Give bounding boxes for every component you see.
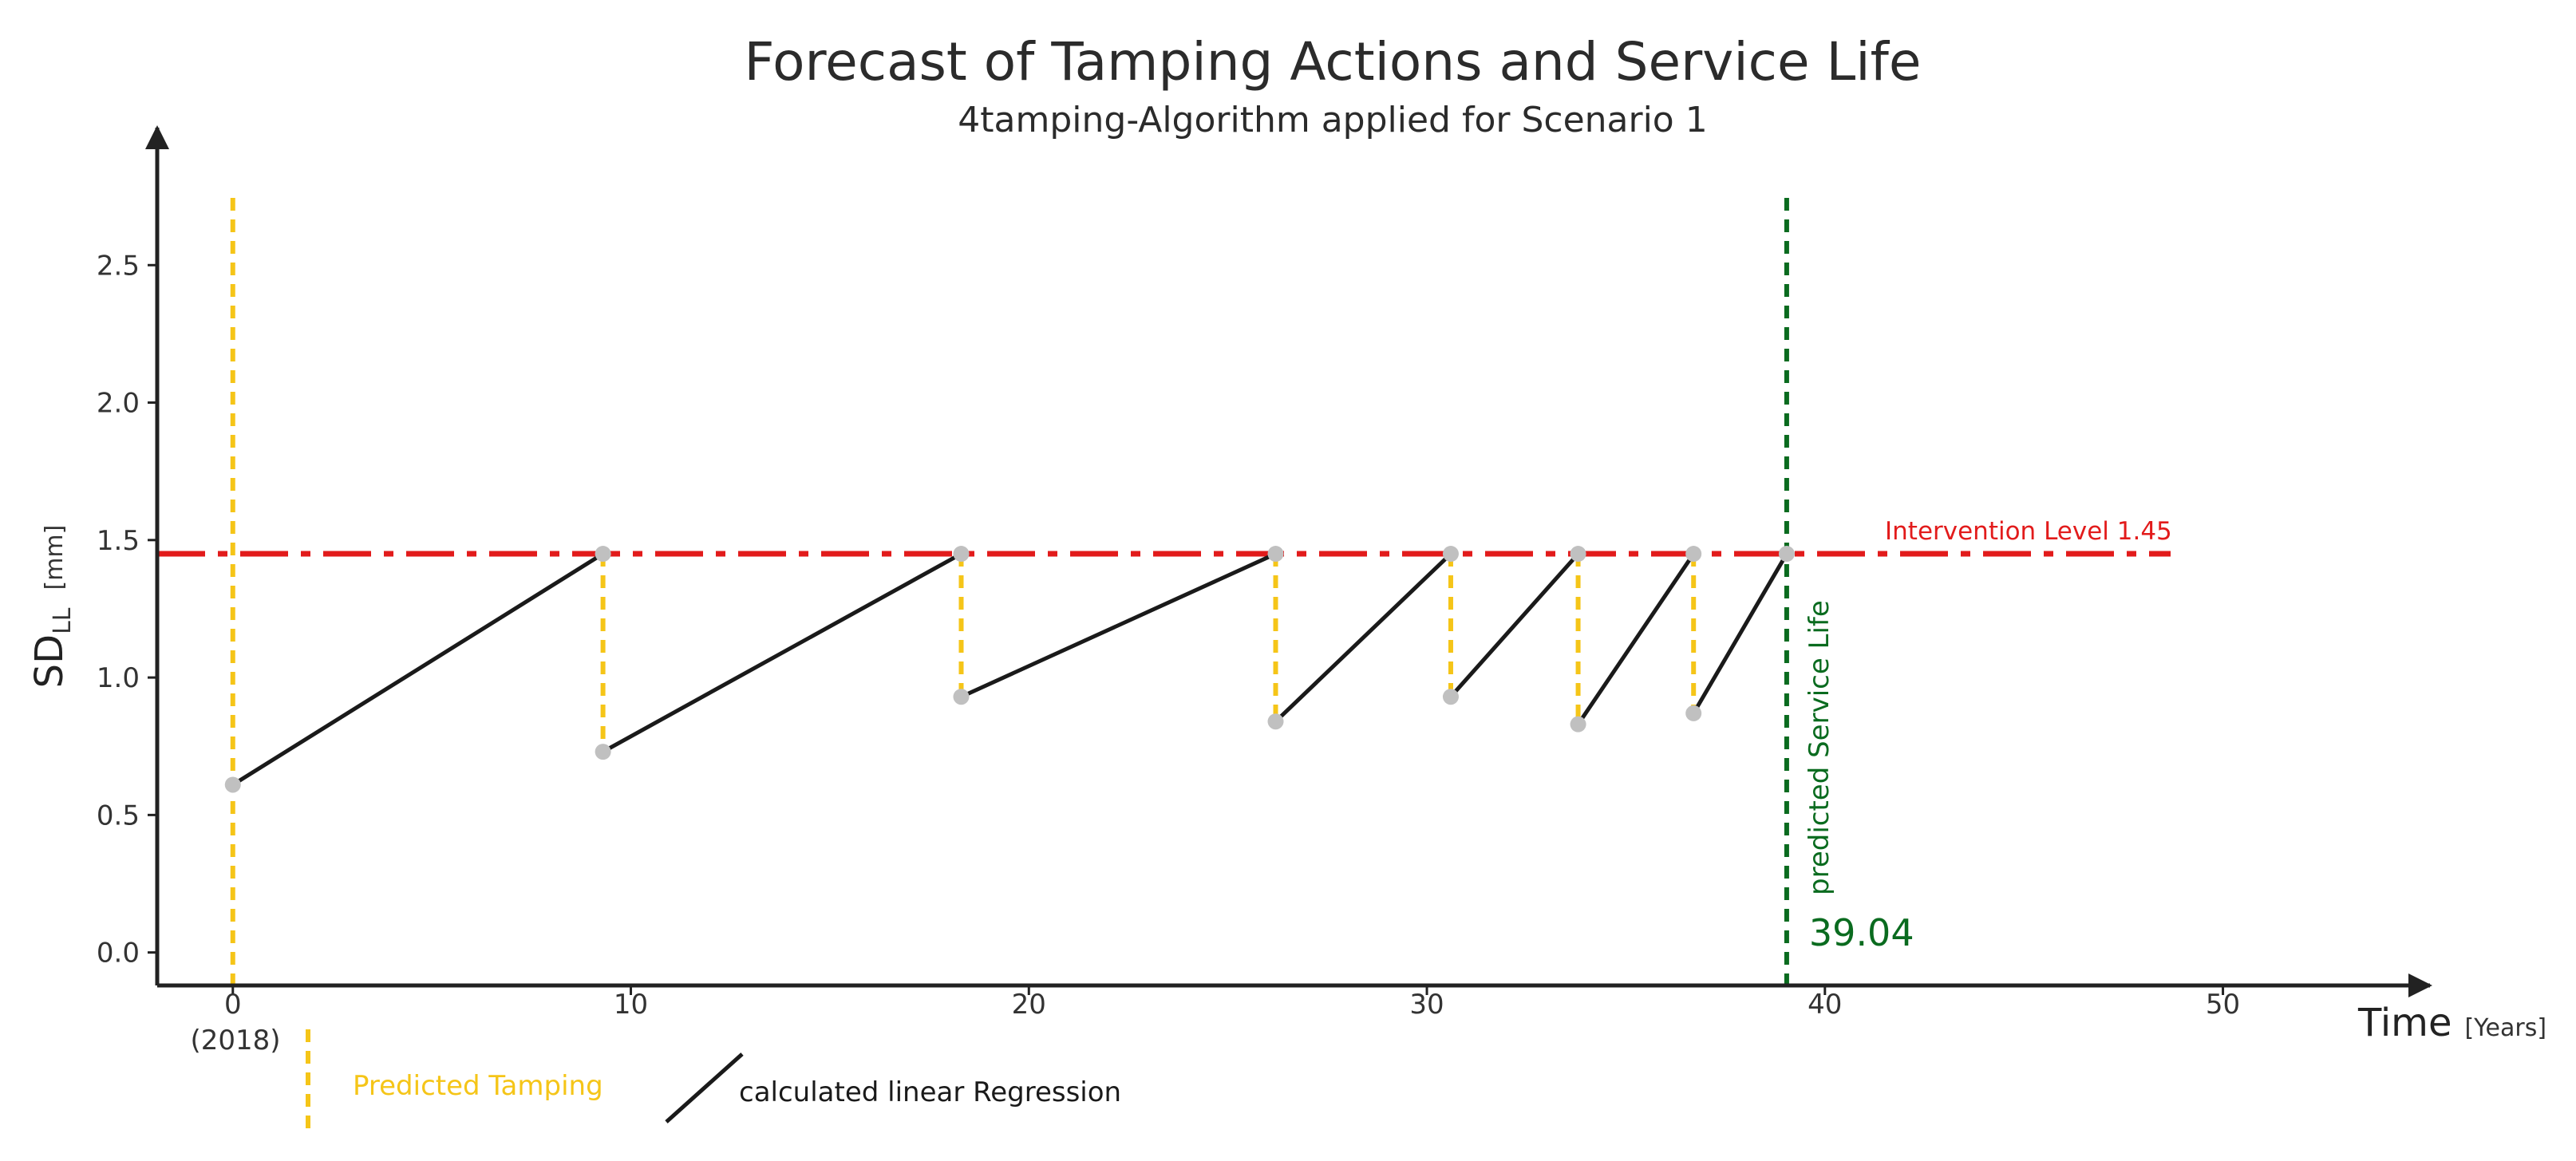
regression-segment xyxy=(1274,552,1452,724)
data-point xyxy=(953,546,970,563)
x-tick-label: 0 xyxy=(224,989,242,1021)
regression-layer xyxy=(231,551,1789,787)
y-axis-label-main: SD xyxy=(27,634,72,688)
x-axis-label: Time [Years] xyxy=(2357,1001,2546,1045)
legend-regression-label: calculated linear Regression xyxy=(739,1076,1121,1108)
y-tick-label: 1.0 xyxy=(97,662,140,694)
data-point xyxy=(1685,705,1702,721)
data-point xyxy=(953,689,970,705)
intervention-level-label: Intervention Level 1.45 xyxy=(1885,517,2172,546)
regression-segment xyxy=(1692,552,1789,715)
data-point xyxy=(1442,689,1459,705)
regression-segment xyxy=(960,551,1277,699)
x-tick-label: 40 xyxy=(1808,989,1842,1021)
x-tick-label: 50 xyxy=(2206,989,2240,1021)
legend: Predicted Tamping calculated linear Regr… xyxy=(306,1029,1121,1135)
regression-segment xyxy=(231,551,604,787)
service-life-label: predicted Service Life xyxy=(1804,600,1835,895)
regression-segment xyxy=(602,551,962,754)
x-tick-label: 10 xyxy=(614,989,648,1021)
y-tick-label: 0.0 xyxy=(97,938,140,969)
data-point xyxy=(1570,716,1586,733)
points-layer xyxy=(224,546,1795,793)
y-tick-label: 0.5 xyxy=(97,800,140,831)
y-axis-label: SDLL [mm] xyxy=(27,525,77,689)
y-tick-label: 1.5 xyxy=(97,525,140,557)
data-point xyxy=(595,546,611,563)
y-tick-label: 2.5 xyxy=(97,250,140,282)
data-point xyxy=(595,744,611,760)
regression-segment xyxy=(1449,552,1580,698)
tick-layer: 0 10 20 30 40 50 0.0 0.5 1.0 1.5 2.0 2.5 xyxy=(97,250,2240,1021)
x-tick-label: 20 xyxy=(1012,989,1046,1021)
x-tick-sublabel: (2018) xyxy=(190,1025,280,1056)
tamping-layer xyxy=(230,198,1697,985)
reference-lines-layer xyxy=(157,198,2171,985)
data-point xyxy=(1778,546,1795,563)
y-tick-label: 2.0 xyxy=(97,388,140,420)
x-tick-label: 30 xyxy=(1409,989,1444,1021)
data-point xyxy=(1267,713,1284,730)
data-point xyxy=(224,776,241,793)
legend-tamping-label: Predicted Tamping xyxy=(353,1070,603,1102)
x-axis-unit: [Years] xyxy=(2464,1014,2546,1042)
y-axis-unit: [mm] xyxy=(41,525,69,590)
data-point xyxy=(1442,546,1459,563)
service-life-value: 39.04 xyxy=(1809,911,1914,954)
chart-title: Forecast of Tamping Actions and Service … xyxy=(745,31,1922,93)
legend-regression-swatch xyxy=(665,1052,744,1123)
regression-segment xyxy=(1576,552,1696,726)
data-point xyxy=(1685,546,1702,563)
chart-subtitle: 4tamping-Algorithm applied for Scenario … xyxy=(958,100,1707,140)
y-axis-label-sub: LL xyxy=(49,607,77,634)
data-point xyxy=(1267,546,1284,563)
data-point xyxy=(1570,546,1586,563)
x-axis-label-main: Time xyxy=(2357,1001,2452,1045)
